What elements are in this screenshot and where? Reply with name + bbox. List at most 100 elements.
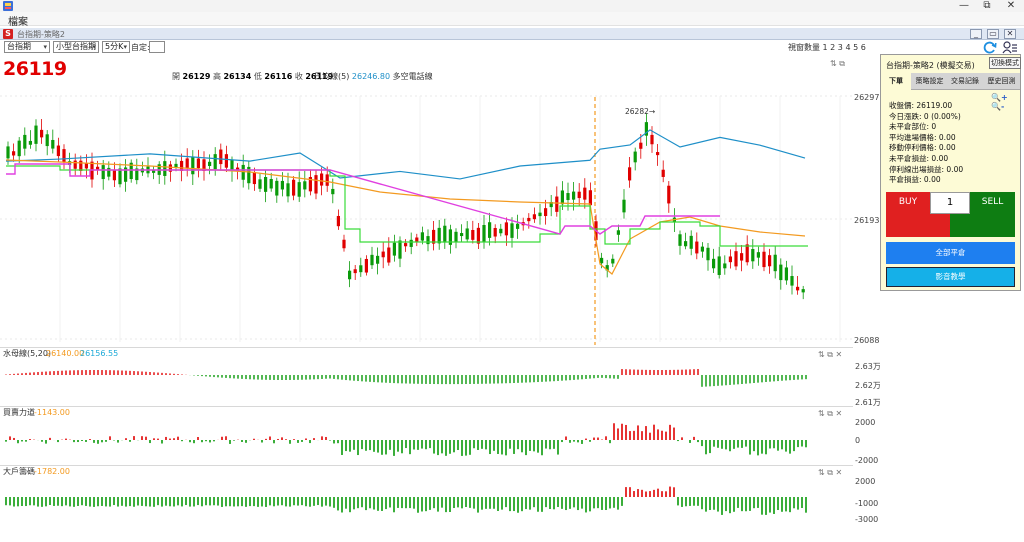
menu-file[interactable]: 檔案: [8, 17, 28, 28]
sell-button[interactable]: SELL: [970, 192, 1015, 237]
chevron-down-icon: ▾: [43, 43, 47, 51]
minimize-button[interactable]: —: [959, 0, 969, 11]
candle-body: [605, 265, 609, 271]
refresh-icon[interactable]: [983, 41, 997, 54]
candle-body: [432, 229, 436, 244]
product-select[interactable]: 小型台指期 ▾: [53, 41, 99, 53]
candle-body: [745, 244, 749, 263]
candle-body: [12, 151, 16, 156]
candle-body: [695, 241, 699, 254]
panel-tools-icon[interactable]: ⇅ ⧉ ✕: [818, 350, 842, 359]
candle-body: [314, 175, 318, 194]
chart-toolbar: 台指期 ▾ 小型台指期 ▾ 5分K ▾ 自定: 視窗數量 1 2 3 4 5 6: [0, 40, 880, 54]
quantity-input[interactable]: 1: [930, 192, 970, 214]
candle-body: [168, 164, 172, 172]
market-select[interactable]: 台指期 ▾: [4, 41, 50, 53]
info-trailing-stop: 移動停利價格: 0.00: [889, 143, 956, 153]
candle-body: [202, 159, 206, 172]
tab-trade-log[interactable]: 交易記錄: [951, 77, 979, 85]
open-value: 26129: [182, 72, 211, 81]
panel-tools-icon[interactable]: ⇅ ⧉ ✕: [818, 468, 842, 477]
candle-body: [588, 190, 592, 206]
candle-body: [180, 160, 184, 171]
close-value: 26119: [305, 72, 334, 81]
close-all-button[interactable]: 全部平倉: [886, 242, 1015, 264]
tab-backtest[interactable]: 歷史回測: [987, 77, 1016, 85]
candle-body: [23, 134, 27, 149]
ma-label: 日均線(5): [314, 72, 350, 81]
candle-body: [191, 156, 195, 175]
candle-body: [264, 177, 268, 192]
candle-body: [661, 169, 665, 177]
interval-select[interactable]: 5分K ▾: [102, 41, 130, 53]
low-value: 26116: [264, 72, 293, 81]
candle-body: [516, 223, 520, 229]
switch-mode-button[interactable]: 切換模式: [989, 57, 1021, 69]
info-avg-entry: 平均進場價格: 0.00: [889, 132, 956, 142]
high-value: 26134: [223, 72, 252, 81]
custom-interval-input[interactable]: [149, 41, 165, 53]
zoom-icon[interactable]: 🔍+ 🔍-: [991, 93, 1008, 111]
candle-body: [796, 286, 800, 291]
stop-line: [6, 163, 720, 235]
mdi-close-button[interactable]: ✕: [1004, 29, 1016, 39]
video-tutorial-button[interactable]: 影音教學: [886, 267, 1015, 287]
candle-body: [527, 217, 531, 222]
panel-tools-icon[interactable]: ⇅ ⧉ ✕: [818, 409, 842, 418]
candle-body: [387, 247, 391, 263]
ma-value: 26246.80: [351, 72, 391, 81]
candle-body: [633, 151, 637, 163]
sub3-tick: -3000: [855, 515, 878, 524]
tab-order[interactable]: 下單: [881, 73, 911, 90]
candle-body: [471, 229, 475, 240]
sub1-tick: 2.63万: [855, 362, 880, 371]
candle-body: [678, 234, 682, 246]
account-settings-icon[interactable]: [1002, 41, 1018, 54]
buy-sell-force-panel: 買賣力道 -1143.00 ⇅ ⧉ ✕ 2000 0 -2000: [0, 406, 878, 466]
info-unrealized-pnl: 未平倉損益: 0.00: [889, 153, 949, 163]
candlesticks: [6, 113, 805, 300]
candle-body: [555, 196, 559, 212]
candle-body: [331, 188, 335, 195]
chart-settings-icon[interactable]: ⇅ ⧉: [830, 59, 845, 68]
candle-body: [751, 249, 755, 262]
maximize-button[interactable]: ⧉: [983, 0, 991, 11]
candle-body: [448, 229, 452, 245]
open-label: 開: [172, 72, 180, 81]
close-button[interactable]: ✕: [1006, 0, 1016, 11]
mdi-title: 台指期-策略2: [17, 30, 65, 39]
candle-body: [196, 158, 200, 169]
candle-body: [34, 125, 38, 144]
candle-body: [409, 239, 413, 247]
candle-body: [342, 239, 346, 249]
custom-label: 自定:: [131, 43, 150, 52]
candle-body: [213, 154, 217, 170]
candle-body: [28, 140, 32, 145]
trailing-stop-line: [6, 165, 808, 247]
candle-body: [544, 208, 548, 217]
candle-body: [51, 139, 55, 149]
candle-body: [499, 228, 503, 234]
mdi-minimize-button[interactable]: _: [970, 29, 982, 39]
ma-note: 多空電話線: [392, 72, 433, 81]
candle-body: [275, 180, 279, 196]
candle-body: [723, 263, 727, 269]
high-label: 高: [212, 72, 221, 81]
candle-body: [62, 149, 66, 163]
jellyfish-indicator-panel: 水母線(5,20) 26140.00 26156.55 ⇅ ⧉ ✕ 2.63万 …: [0, 347, 880, 407]
mdi-restore-button[interactable]: ▭: [987, 29, 999, 39]
candle-body: [208, 161, 212, 167]
buy-button[interactable]: BUY: [886, 192, 930, 237]
candle-body: [247, 166, 251, 184]
candle-body: [112, 169, 116, 181]
sub2-histogram: [5, 423, 807, 456]
tab-strategy-settings[interactable]: 策略設定: [915, 77, 944, 85]
window-count-selector[interactable]: 視窗數量 1 2 3 4 5 6: [788, 43, 866, 52]
candle-body: [84, 163, 88, 169]
candle-body: [756, 252, 760, 258]
sub1-value-2: 26156.55: [80, 349, 118, 358]
candle-body: [560, 190, 564, 205]
candle-body: [118, 168, 122, 185]
candle-body: [45, 134, 49, 147]
candle-body: [639, 142, 643, 149]
